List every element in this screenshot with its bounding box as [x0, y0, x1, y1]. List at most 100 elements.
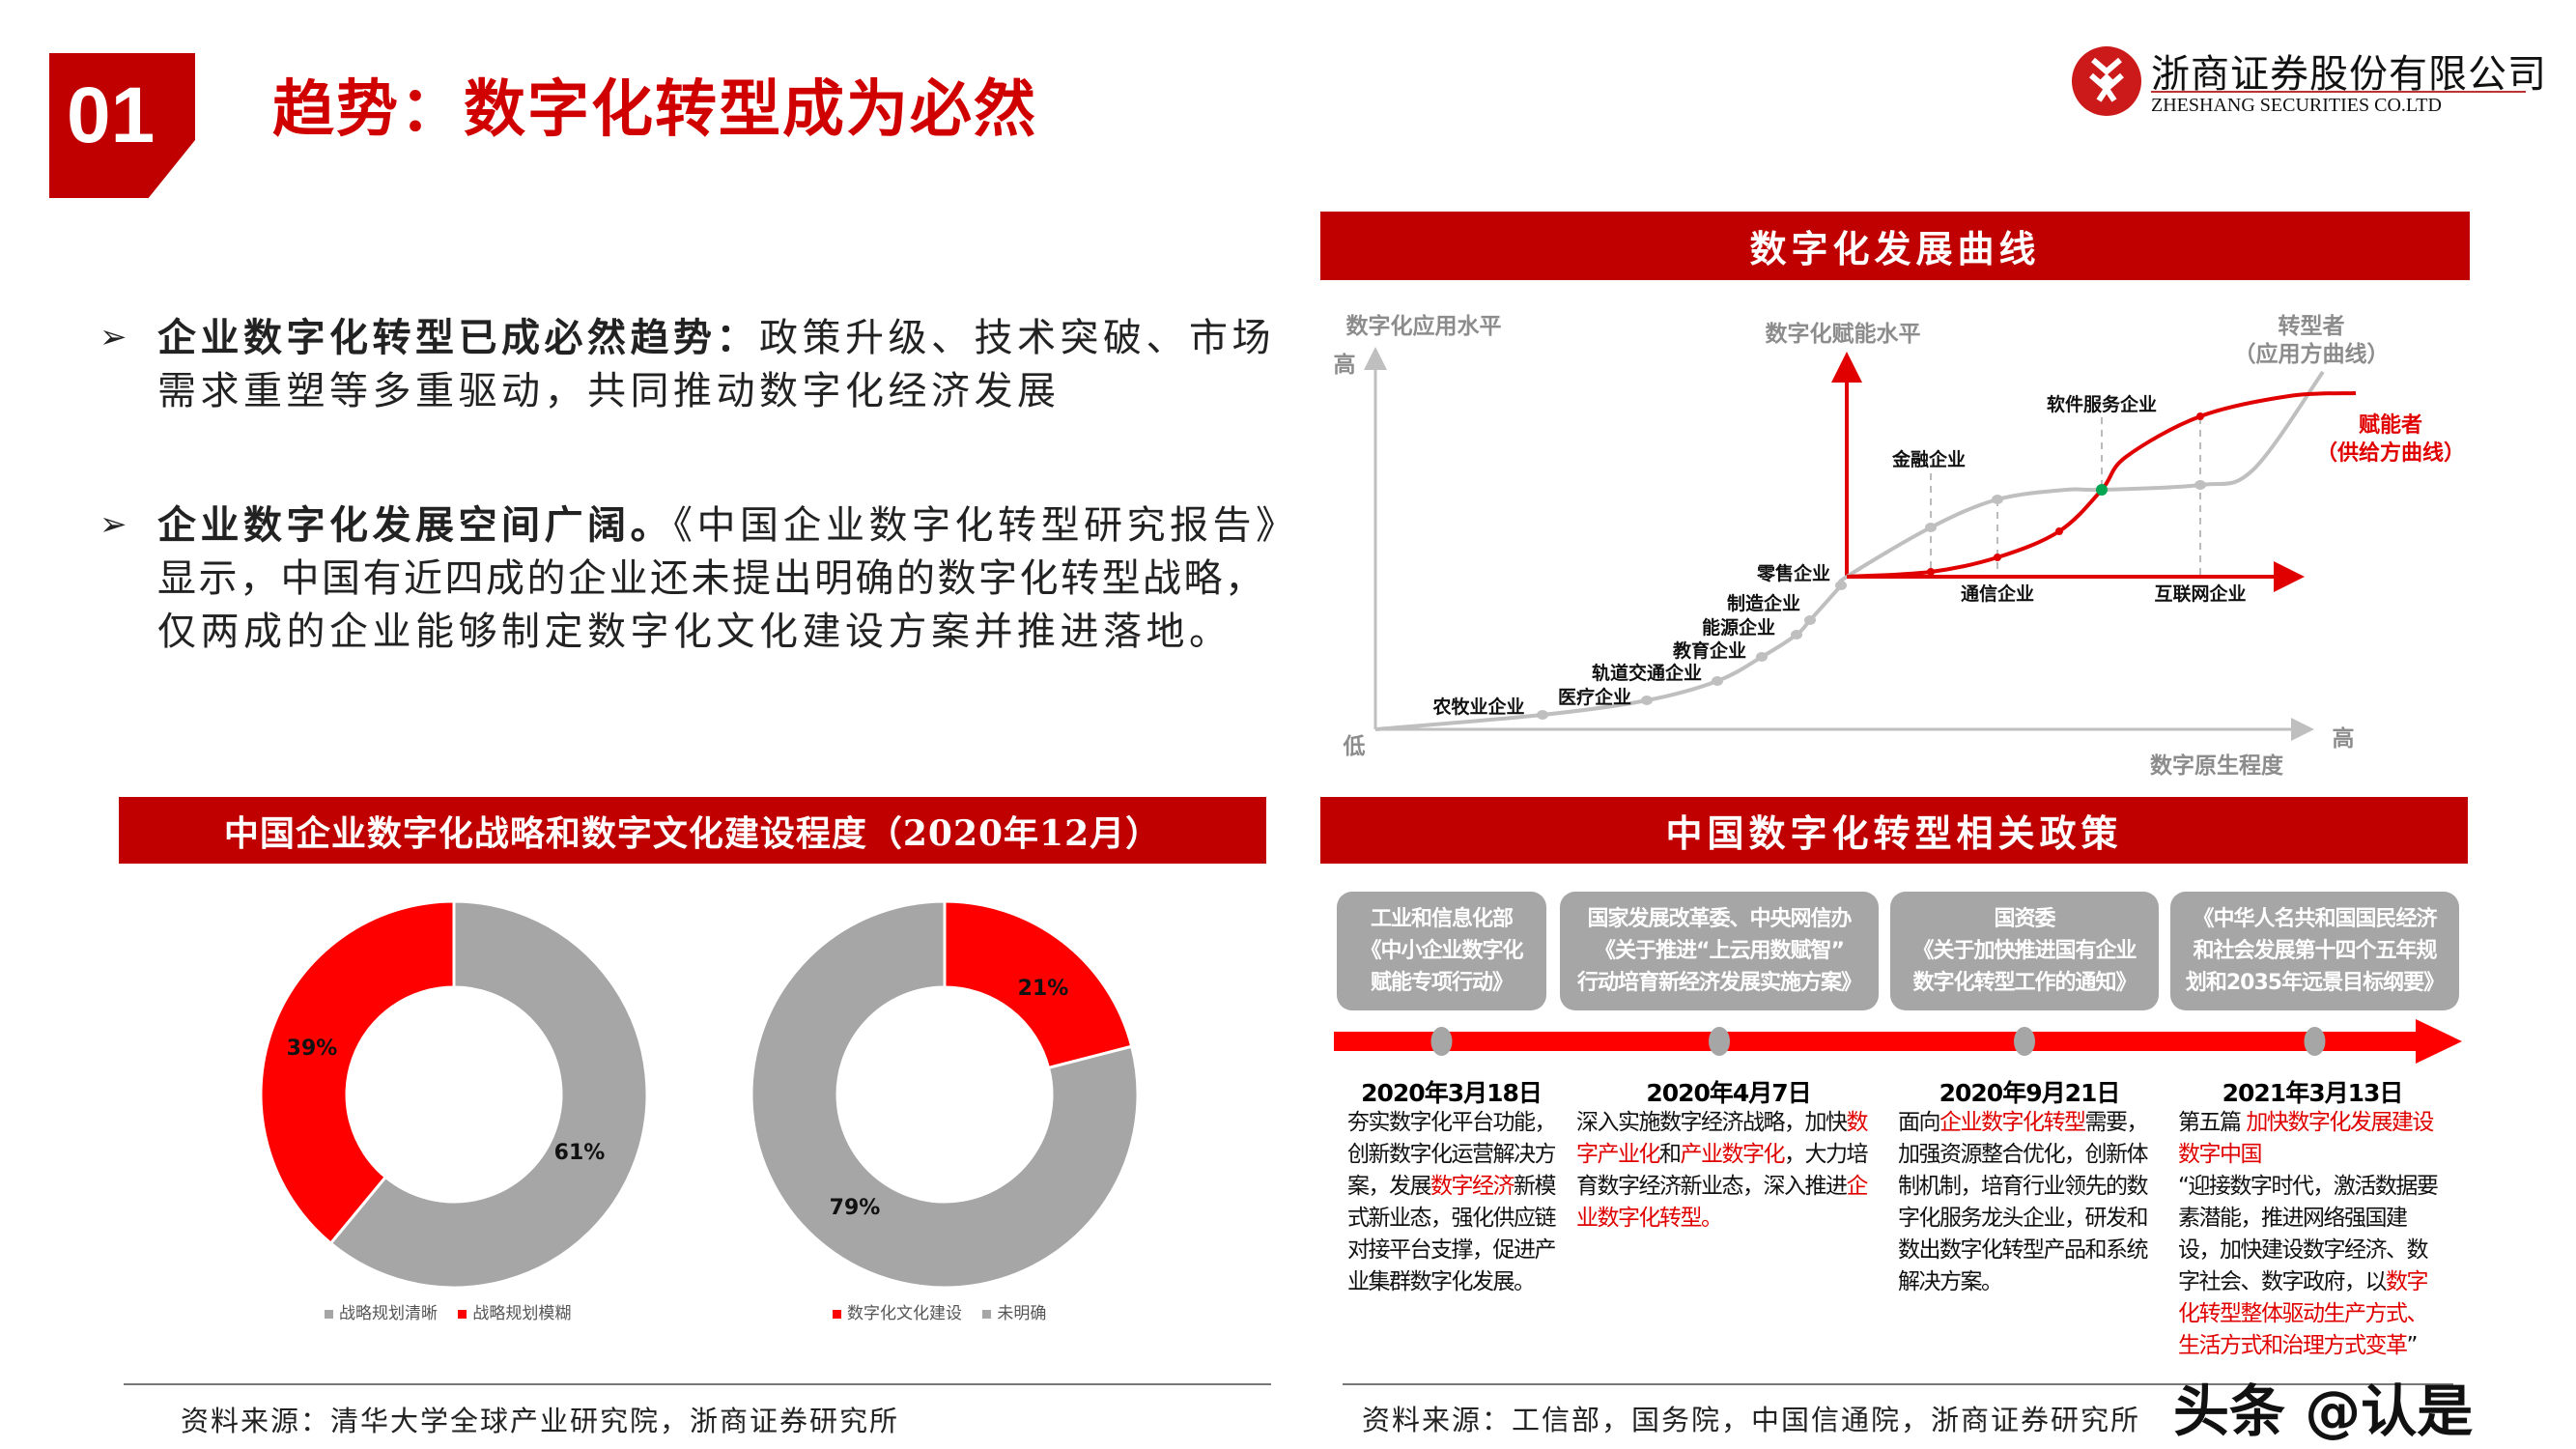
bullet-text: 仅两成的企业能够制定数字化文化建设方案并推进落地。 [157, 610, 1232, 654]
transformer-label: 转型者 [2279, 313, 2345, 339]
company-point [1712, 676, 1723, 686]
policy-box-line: 国资委 [1994, 907, 2055, 931]
legend-swatch [982, 1309, 992, 1319]
bullet-text: 显示，中国有近四成的企业还未提出明确的数字化转型战略， [157, 556, 1266, 601]
policy-description: 深入实施数字经济战略，加快数字产业化和产业数字化，大力培育数字经济新业态，深入推… [1576, 1107, 1881, 1235]
label-telecom: 通信企业 [1961, 582, 2034, 605]
legend-swatch [833, 1309, 841, 1319]
timeline-node [2014, 1027, 2035, 1056]
policy-box: 《中华人名共和国国民经济 和社会发展第十四个五年规 划和2035年远景目标纲要》 [2170, 892, 2459, 1010]
highlight-text: 企业数字化转型 [1939, 1110, 2086, 1135]
policy-date: 2020年9月21日 [1939, 1079, 2121, 1107]
bullet-point: ➢ 企业数字化发展空间广阔。《中国企业数字化转型研究报告》 显示，中国有近四成的… [99, 498, 1299, 659]
policy-box-line: 和社会发展第十四个五年规 [2193, 939, 2437, 963]
x-axis-title: 数字原生程度 [2150, 753, 2284, 779]
x-axis-high: 高 [2333, 725, 2355, 752]
highlight-text: 数字经济 [1430, 1174, 1515, 1199]
donut-data-label: 79% [830, 1196, 881, 1220]
company-point [1992, 495, 2003, 504]
donut-slice [750, 899, 1140, 1290]
logo-en-name: ZHESHANG SECURITIES CO.LTD [2151, 95, 2442, 116]
transformer-sub: （应用方曲线） [2234, 341, 2390, 367]
divider [1343, 1383, 2453, 1385]
label-rail-transit: 轨道交通企业 [1592, 662, 1702, 684]
policy-box-line: 《中华人名共和国国民经济 [2193, 907, 2437, 931]
company-point [2194, 480, 2206, 490]
highlight-text: 加快数字化发展建设数字中国 [2178, 1110, 2434, 1167]
enabler-axis-title: 数字化赋能水平 [1766, 321, 1921, 347]
supply-point [1927, 568, 1935, 576]
company-point [1804, 615, 1816, 625]
arrow-bullet-icon: ➢ [99, 505, 131, 544]
label-internet: 互联网企业 [2154, 582, 2246, 605]
policy-box-line: 赋能专项行动》 [1370, 971, 1514, 995]
policy-box-line: 划和2035年远景目标纲要》 [2185, 971, 2445, 995]
label-education: 教育企业 [1673, 639, 1746, 662]
policy-source: 资料来源：工信部，国务院，中国信通院，浙商证券研究所 [1362, 1404, 2141, 1436]
page-title: 趋势：数字化转型成为必然 [272, 74, 1037, 146]
key-points: ➢ 企业数字化转型已成必然趋势：政策升级、技术突破、市场 需求重塑等多重驱动，共… [99, 311, 1316, 678]
company-point [1791, 630, 1802, 639]
donut-slice [328, 899, 649, 1290]
timeline-node [1430, 1027, 1453, 1056]
y-axis-title: 数字化应用水平 [1346, 313, 1502, 339]
policy-box-line: 《关于推进“上云用数赋智” [1595, 939, 1845, 963]
donut-slice [259, 899, 456, 1246]
supply-curve [1846, 391, 2357, 579]
legend-item: 战略规划清晰 [339, 1304, 438, 1323]
logo-emblem-icon [2072, 46, 2141, 116]
policy-box: 工业和信息化部 《中小企业数字化 赋能专项行动》 [1337, 892, 1546, 1010]
label-software: 软件服务企业 [2047, 393, 2157, 415]
bullet-text: 《中国企业数字化转型研究报告》 [673, 503, 1299, 548]
policy-box-line: 工业和信息化部 [1370, 907, 1514, 931]
curve-panel-title: 数字化发展曲线 [1320, 212, 2470, 280]
company-logo: 浙商证券股份有限公司 ZHESHANG SECURITIES CO.LTD [2072, 43, 2546, 122]
body-text: ，大力培育数字经济新业态，深入推进 [1576, 1142, 1869, 1199]
donut-source: 资料来源：清华大学全球产业研究院，浙商证券研究所 [181, 1405, 900, 1437]
highlight-text: 数字产业化 [1576, 1110, 1869, 1167]
policy-box-line: 《中小企业数字化 [1360, 939, 1523, 963]
watermark: 头条 @认是 [2173, 1378, 2474, 1444]
timeline-node [2304, 1027, 2326, 1056]
body-text: 夯实数字化平台功能，创新数字化运营解决方案，发展 [1347, 1110, 1557, 1199]
policy-description: 面向企业数字化转型需要，加强资源整合优化，创新体制机制，培育行业领先的数字化服务… [1898, 1107, 2161, 1298]
section-number-badge: 01 [49, 53, 195, 198]
company-point [1925, 523, 1937, 532]
body-text: 深入实施数字经济战略，加快 [1576, 1110, 1848, 1135]
bullet-text: 政策升级、技术突破、市场 [759, 316, 1275, 360]
bullet-point: ➢ 企业数字化转型已成必然趋势：政策升级、技术突破、市场 需求重塑等多重驱动，共… [99, 311, 1275, 418]
legend-item: 战略规划模糊 [472, 1304, 572, 1323]
timeline-node [1709, 1027, 1730, 1056]
logo-cn-name: 浙商证券股份有限公司 [2151, 52, 2547, 97]
divider [124, 1383, 1271, 1385]
enabler-label: 赋能者 [2359, 412, 2422, 438]
bullet-text: 需求重塑等多重驱动，共同推动数字化经济发展 [157, 369, 1061, 413]
policy-date: 2020年4月7日 [1646, 1079, 1811, 1107]
policy-box-line: 国家发展改革委、中央网信办 [1587, 907, 1852, 931]
label-manufacturing: 制造企业 [1727, 592, 1800, 614]
timeline-arrow [1334, 1019, 2462, 1064]
intersection-point [2096, 484, 2108, 496]
legend-swatch [458, 1309, 467, 1319]
body-text: 和 [1659, 1142, 1682, 1167]
body-text: 面向 [1898, 1110, 1941, 1135]
label-healthcare: 医疗企业 [1558, 686, 1631, 708]
legend-swatch [325, 1309, 333, 1319]
donut-slice [943, 899, 1134, 1070]
arrow-bullet-icon: ➢ [99, 318, 131, 356]
bullet-heading: 企业数字化转型已成必然趋势： [157, 315, 759, 360]
supply-point [2196, 412, 2204, 420]
company-point [1835, 581, 1847, 590]
policy-box: 国家发展改革委、中央网信办 《关于推进“上云用数赋智” 行动培育新经济发展实施方案》 [1560, 892, 1879, 1010]
section-number: 01 [67, 71, 156, 159]
body-text: 新模式新业态，强化供应链对接平台支撑，促进产业集群数字化发展。 [1347, 1174, 1557, 1294]
policy-box-line: 《关于加快推进国有企业 [1912, 939, 2137, 963]
label-agriculture: 农牧业企业 [1431, 696, 1524, 718]
donut-data-label: 21% [1018, 977, 1069, 1001]
y-axis-high: 高 [1334, 352, 1356, 378]
label-finance: 金融企业 [1891, 448, 1966, 470]
company-point [1641, 696, 1653, 705]
supply-point [2055, 527, 2063, 535]
policy-description: 第五篇 加快数字化发展建设数字中国 “迎接数字时代，激活数据要素潜能，推进网络强… [2178, 1107, 2447, 1362]
enabler-sub: （供给方曲线） [2316, 440, 2465, 466]
